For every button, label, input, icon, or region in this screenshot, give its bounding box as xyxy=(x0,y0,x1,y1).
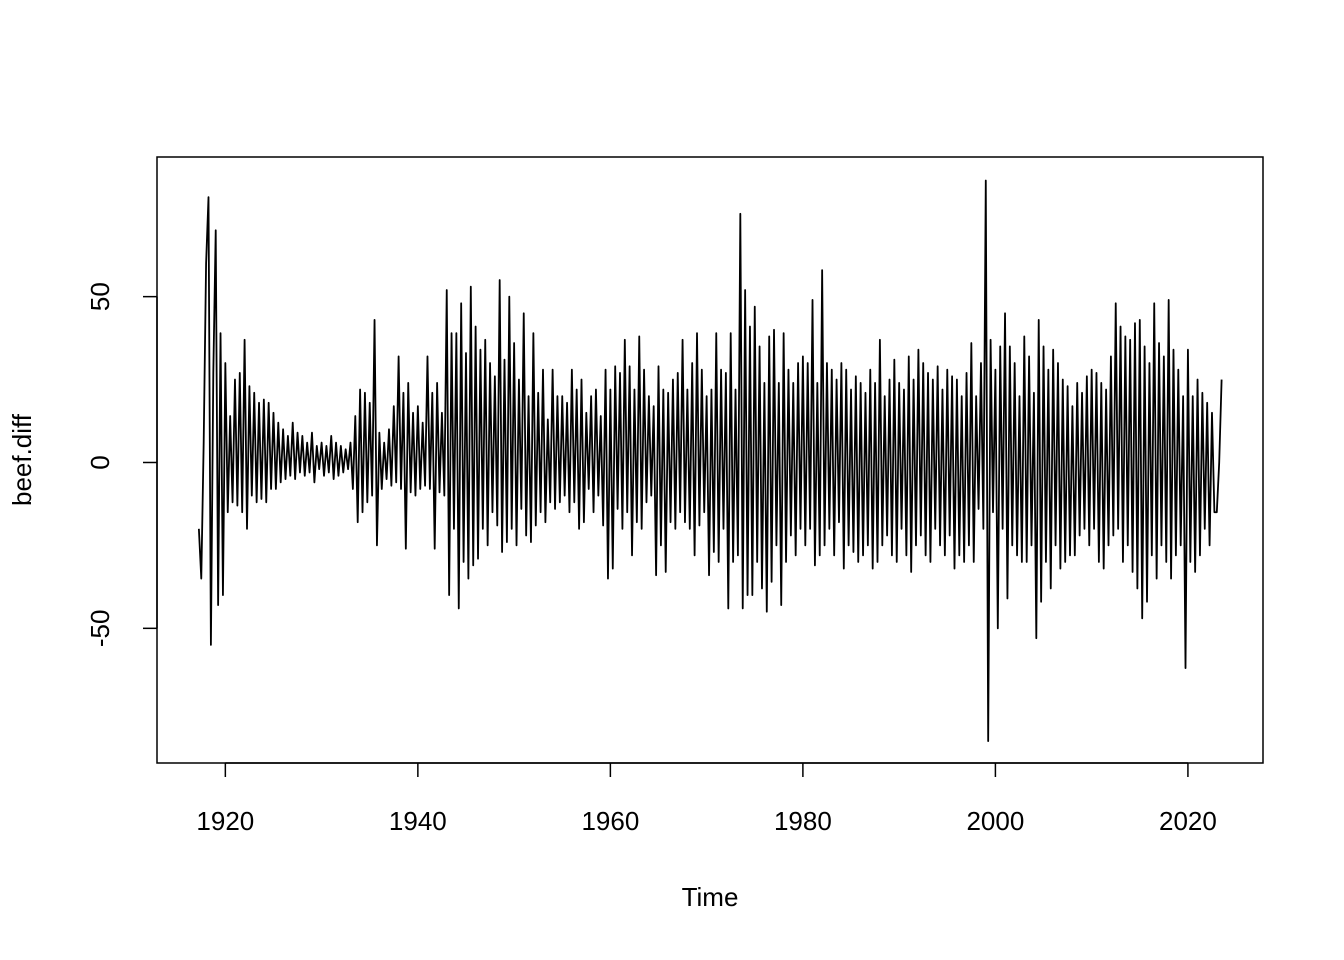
x-tick-label: 1980 xyxy=(774,806,832,836)
x-tick-label: 2020 xyxy=(1159,806,1217,836)
x-tick-label: 2000 xyxy=(966,806,1024,836)
x-axis-label: Time xyxy=(682,882,739,912)
y-axis-label: beef.diff xyxy=(7,413,37,506)
x-tick-label: 1920 xyxy=(196,806,254,836)
y-tick-label: 50 xyxy=(85,282,115,311)
y-tick-label: -50 xyxy=(85,610,115,648)
data-line xyxy=(197,179,1223,743)
x-tick-label: 1940 xyxy=(389,806,447,836)
x-tick-label: 1960 xyxy=(581,806,639,836)
y-tick-label: 0 xyxy=(85,455,115,469)
